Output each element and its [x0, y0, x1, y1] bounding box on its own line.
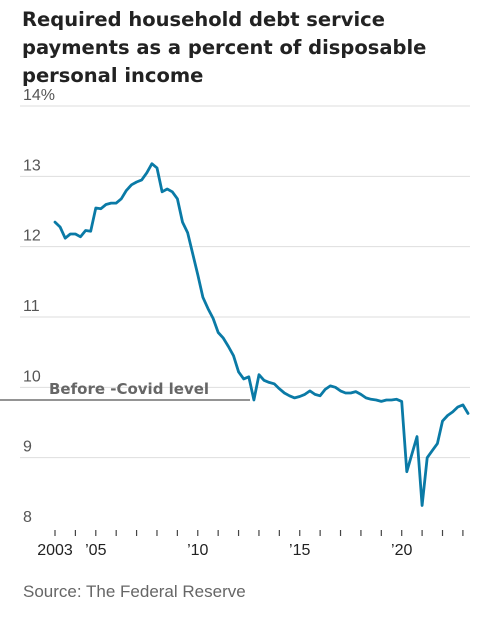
x-axis: 2003 ’05 ’10 ’15 ’20: [37, 530, 464, 559]
y-tick-label: 10: [23, 368, 41, 385]
y-tick-label: 13: [23, 157, 41, 174]
series-line-0: [53, 162, 470, 507]
chart-title: Required household debt service payments…: [22, 8, 427, 87]
y-axis-ticks: 14% 13 12 11 10 9 8: [23, 87, 55, 526]
x-tick-label: ’10: [187, 542, 208, 559]
reference-line-group: Before -Covid level: [0, 380, 250, 401]
gridlines: [20, 105, 470, 459]
y-tick-label: 14%: [23, 87, 55, 104]
source-note: Source: The Federal Reserve: [23, 582, 246, 601]
x-tick-label: ’20: [391, 542, 412, 559]
x-tick-label: ’05: [85, 542, 106, 559]
reference-line-label: Before -Covid level: [49, 380, 209, 398]
y-tick-label: 8: [23, 509, 32, 526]
y-tick-label: 12: [23, 228, 41, 245]
y-tick-label: 11: [23, 298, 40, 315]
y-tick-label: 9: [23, 439, 32, 456]
x-tick-label: ’15: [289, 542, 310, 559]
series-group: [53, 162, 470, 507]
x-tick-label: 2003: [37, 542, 73, 559]
